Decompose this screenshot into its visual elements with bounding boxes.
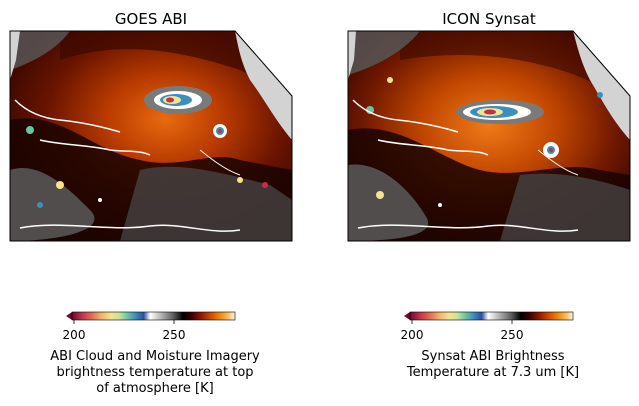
satellite-image [348,31,630,241]
map-frame [347,30,631,242]
colorbar-label: Temperature at 7.3 um [K] [406,365,579,380]
colorbar-label: Synsat ABI Brightness [421,349,564,364]
panel-title: ICON Synsat [442,10,536,28]
panel-title: GOES ABI [115,10,187,28]
colorbar: 200 250 Synsat ABI Brightness Temperatur… [401,311,579,380]
colorbar-label: ABI Cloud and Moisture Imagery [50,349,260,364]
map-frame [9,30,293,242]
colorbar-tick: 250 [163,328,186,342]
panel-goes-abi: GOES ABI [9,10,293,396]
colorbar-tick: 250 [501,328,524,342]
satellite-image [10,31,292,241]
colorbar-tick: 200 [63,328,86,342]
colorbar-label: brightness temperature at top [56,365,253,380]
panel-icon-synsat: ICON Synsat [347,10,631,380]
colorbar: 200 250 ABI Cloud and Moisture Imagery b… [50,311,260,396]
colorbar-tick: 200 [401,328,424,342]
colorbar-label: of atmosphere [K] [96,381,213,396]
